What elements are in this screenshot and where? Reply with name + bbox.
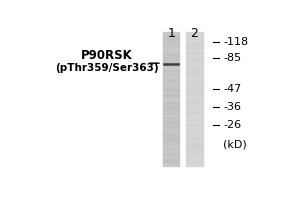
- Text: -85: -85: [224, 53, 242, 63]
- Text: P90RSK: P90RSK: [81, 49, 133, 62]
- Text: -26: -26: [224, 120, 242, 130]
- Text: -118: -118: [224, 37, 249, 47]
- Text: -36: -36: [224, 102, 242, 112]
- Text: -47: -47: [224, 84, 242, 94]
- Bar: [186, 32, 203, 166]
- Text: 1: 1: [167, 27, 175, 40]
- Text: 2: 2: [190, 27, 198, 40]
- Bar: [163, 32, 179, 166]
- Text: (pThr359/Ser363): (pThr359/Ser363): [56, 63, 159, 73]
- Text: (kD): (kD): [224, 139, 247, 149]
